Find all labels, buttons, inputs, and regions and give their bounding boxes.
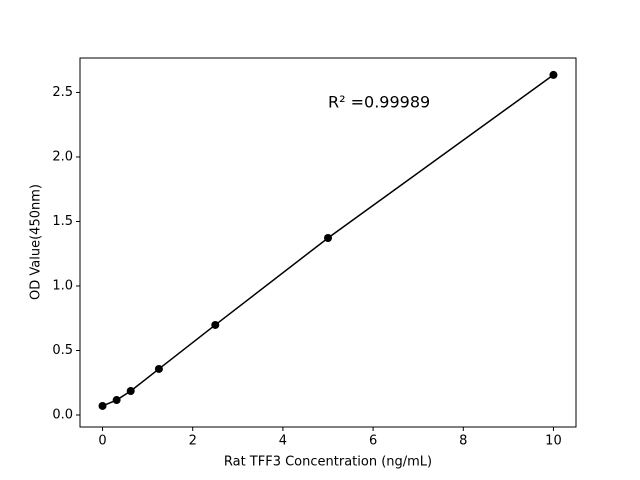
annotation: R² =0.99989 bbox=[328, 93, 430, 112]
x-tick-label: 0 bbox=[98, 434, 106, 449]
y-tick-label: 0.0 bbox=[52, 408, 73, 423]
data-point bbox=[112, 396, 121, 405]
x-tick-label: 2 bbox=[189, 434, 197, 449]
data-point bbox=[211, 320, 220, 329]
data-point bbox=[154, 364, 163, 373]
y-tick-label: 0.5 bbox=[52, 343, 73, 358]
y-tick-label: 1.5 bbox=[52, 214, 73, 229]
y-tick-label: 1.0 bbox=[52, 278, 73, 293]
data-point bbox=[324, 233, 332, 242]
x-axis-label: Rat TFF3 Concentration (ng/mL) bbox=[224, 455, 432, 470]
y-tick-label: 2.0 bbox=[52, 149, 73, 164]
x-tick-label: 4 bbox=[279, 434, 287, 449]
y-tick-label: 2.5 bbox=[52, 85, 73, 100]
x-tick-label: 10 bbox=[545, 434, 562, 449]
y-axis-label: OD Value(450nm) bbox=[29, 184, 44, 300]
x-tick-label: 8 bbox=[459, 434, 467, 449]
data-point bbox=[549, 70, 558, 79]
data-point bbox=[98, 401, 107, 410]
data-point bbox=[126, 387, 135, 396]
x-tick-label: 6 bbox=[369, 434, 377, 449]
plot-frame bbox=[79, 57, 577, 428]
